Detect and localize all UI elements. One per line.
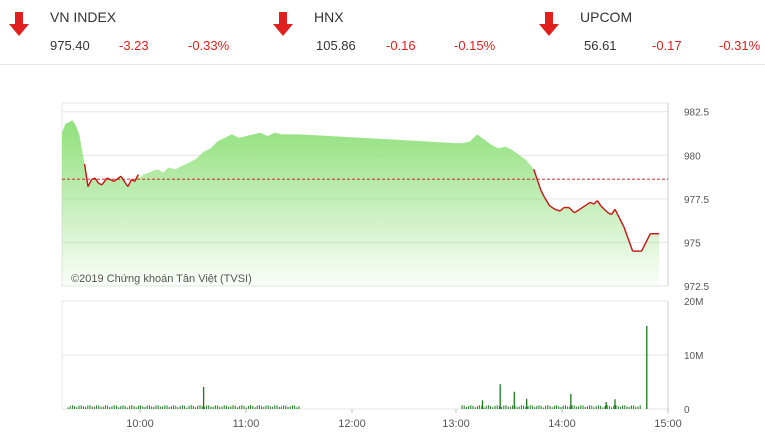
arrow-down-icon bbox=[539, 12, 559, 36]
price-line-segment bbox=[549, 205, 556, 210]
price-line-segment bbox=[533, 169, 538, 180]
price-tick-label: 980 bbox=[684, 151, 701, 162]
time-axis: 10:00 11:00 12:00 13:00 14:00 15:00 bbox=[126, 409, 682, 430]
price-line-segment bbox=[568, 207, 575, 214]
ticker-name: VN INDEX bbox=[50, 9, 117, 25]
arrow-down-icon bbox=[273, 12, 293, 36]
price-line-segment bbox=[87, 179, 93, 187]
ticker-percent: -0.31% bbox=[719, 38, 761, 53]
ticker-value: 105.86 bbox=[316, 38, 356, 53]
ticker-percent: -0.33% bbox=[188, 38, 230, 53]
price-line-segment bbox=[98, 182, 103, 186]
time-tick-label: 13:00 bbox=[442, 418, 470, 430]
price-line-segment bbox=[543, 196, 551, 207]
price-line-segment bbox=[610, 208, 616, 215]
price-line-segment bbox=[589, 201, 595, 205]
price-line-segment bbox=[579, 205, 586, 210]
price-line-segment bbox=[593, 200, 598, 205]
header-divider bbox=[0, 64, 765, 65]
ticker-change: -3.23 bbox=[119, 38, 149, 53]
ticker-hnx[interactable]: HNX 105.86 -0.16 -0.15% bbox=[264, 0, 500, 64]
price-line-segment bbox=[134, 174, 139, 182]
price-tick-label: 975 bbox=[684, 238, 701, 249]
time-tick-label: 14:00 bbox=[548, 418, 576, 430]
volume-panel: 20M 10M 0 bbox=[61, 297, 703, 416]
time-tick-label: 10:00 bbox=[126, 418, 154, 430]
price-line-segment bbox=[540, 189, 545, 198]
price-line-segment bbox=[83, 163, 89, 187]
price-tick-label: 972.5 bbox=[684, 282, 709, 293]
price-line-segment bbox=[640, 233, 651, 252]
ticker-change: -0.17 bbox=[652, 38, 682, 53]
price-line-segment bbox=[573, 208, 581, 214]
price-line-segment bbox=[614, 208, 625, 228]
ticker-value: 975.40 bbox=[50, 38, 90, 53]
ticker-name: UPCOM bbox=[580, 9, 633, 25]
arrow-down-icon bbox=[9, 12, 29, 36]
price-line-segment bbox=[127, 179, 132, 187]
price-tick-label: 982.5 bbox=[684, 108, 709, 119]
volume-tick-label: 0 bbox=[684, 405, 690, 416]
price-line-segment bbox=[603, 208, 609, 214]
time-tick-label: 15:00 bbox=[654, 418, 682, 430]
price-line-segment bbox=[101, 177, 108, 186]
price-line-segment bbox=[584, 201, 591, 207]
price-line-segment bbox=[536, 179, 542, 191]
price-area bbox=[62, 120, 660, 287]
ticker-percent: -0.15% bbox=[454, 38, 496, 53]
volume-tick-label: 10M bbox=[684, 351, 703, 362]
price-line-segment bbox=[120, 175, 129, 188]
price-panel: 982.5 980 977.5 975 972.5 bbox=[61, 102, 709, 293]
volume-tick-label: 20M bbox=[684, 297, 703, 308]
time-tick-label: 11:00 bbox=[233, 418, 260, 430]
price-tick-label: 977.5 bbox=[684, 195, 709, 206]
ticker-upcom[interactable]: UPCOM 56.61 -0.17 -0.31% bbox=[530, 0, 765, 64]
ticker-vn-index[interactable]: VN INDEX 975.40 -3.23 -0.33% bbox=[0, 0, 236, 64]
ticker-value: 56.61 bbox=[584, 38, 617, 53]
watermark-text: ©2019 Chứng khoán Tân Việt (TVSI) bbox=[71, 273, 252, 285]
price-line-segment bbox=[607, 212, 612, 216]
price-line-segment bbox=[623, 226, 634, 252]
time-tick-label: 12:00 bbox=[338, 418, 366, 430]
price-line-segment bbox=[554, 208, 561, 212]
price-line-segment bbox=[596, 200, 602, 207]
ticker-name: HNX bbox=[314, 9, 344, 25]
price-line-segment bbox=[600, 205, 605, 210]
ticker-change: -0.16 bbox=[386, 38, 416, 53]
price-line-segment bbox=[559, 207, 565, 212]
price-line-segment bbox=[106, 177, 115, 183]
price-line-segment bbox=[94, 177, 99, 184]
